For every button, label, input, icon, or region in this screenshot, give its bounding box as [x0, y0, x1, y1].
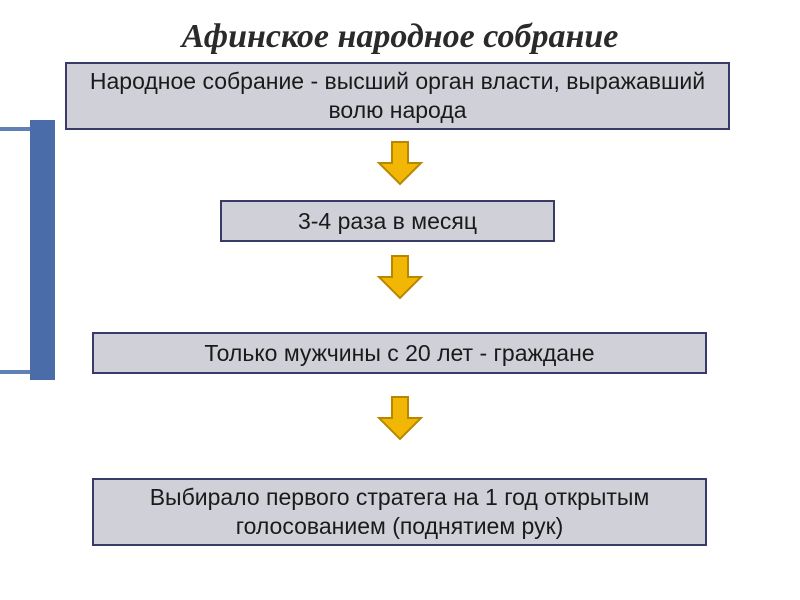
flow-box-3: Только мужчины с 20 лет - граждане: [92, 332, 707, 374]
arrow-down-icon: [375, 393, 425, 443]
flow-box-2-text: 3-4 раза в месяц: [298, 207, 477, 236]
sidebar-tick-bottom: [0, 370, 30, 374]
flow-box-4-text: Выбирало первого стратега на 1 год откры…: [104, 483, 695, 541]
arrow-down-icon: [375, 138, 425, 188]
arrow-down-icon: [375, 252, 425, 302]
flow-box-2: 3-4 раза в месяц: [220, 200, 555, 242]
flow-box-3-text: Только мужчины с 20 лет - граждане: [204, 339, 594, 368]
flow-box-1-text: Народное собрание - высший орган власти,…: [77, 67, 718, 125]
page-title: Афинское народное собрание: [0, 18, 800, 56]
sidebar-tick-top: [0, 127, 30, 131]
flow-box-1: Народное собрание - высший орган власти,…: [65, 62, 730, 130]
flow-box-4: Выбирало первого стратега на 1 год откры…: [92, 478, 707, 546]
sidebar-decoration: [30, 120, 55, 380]
